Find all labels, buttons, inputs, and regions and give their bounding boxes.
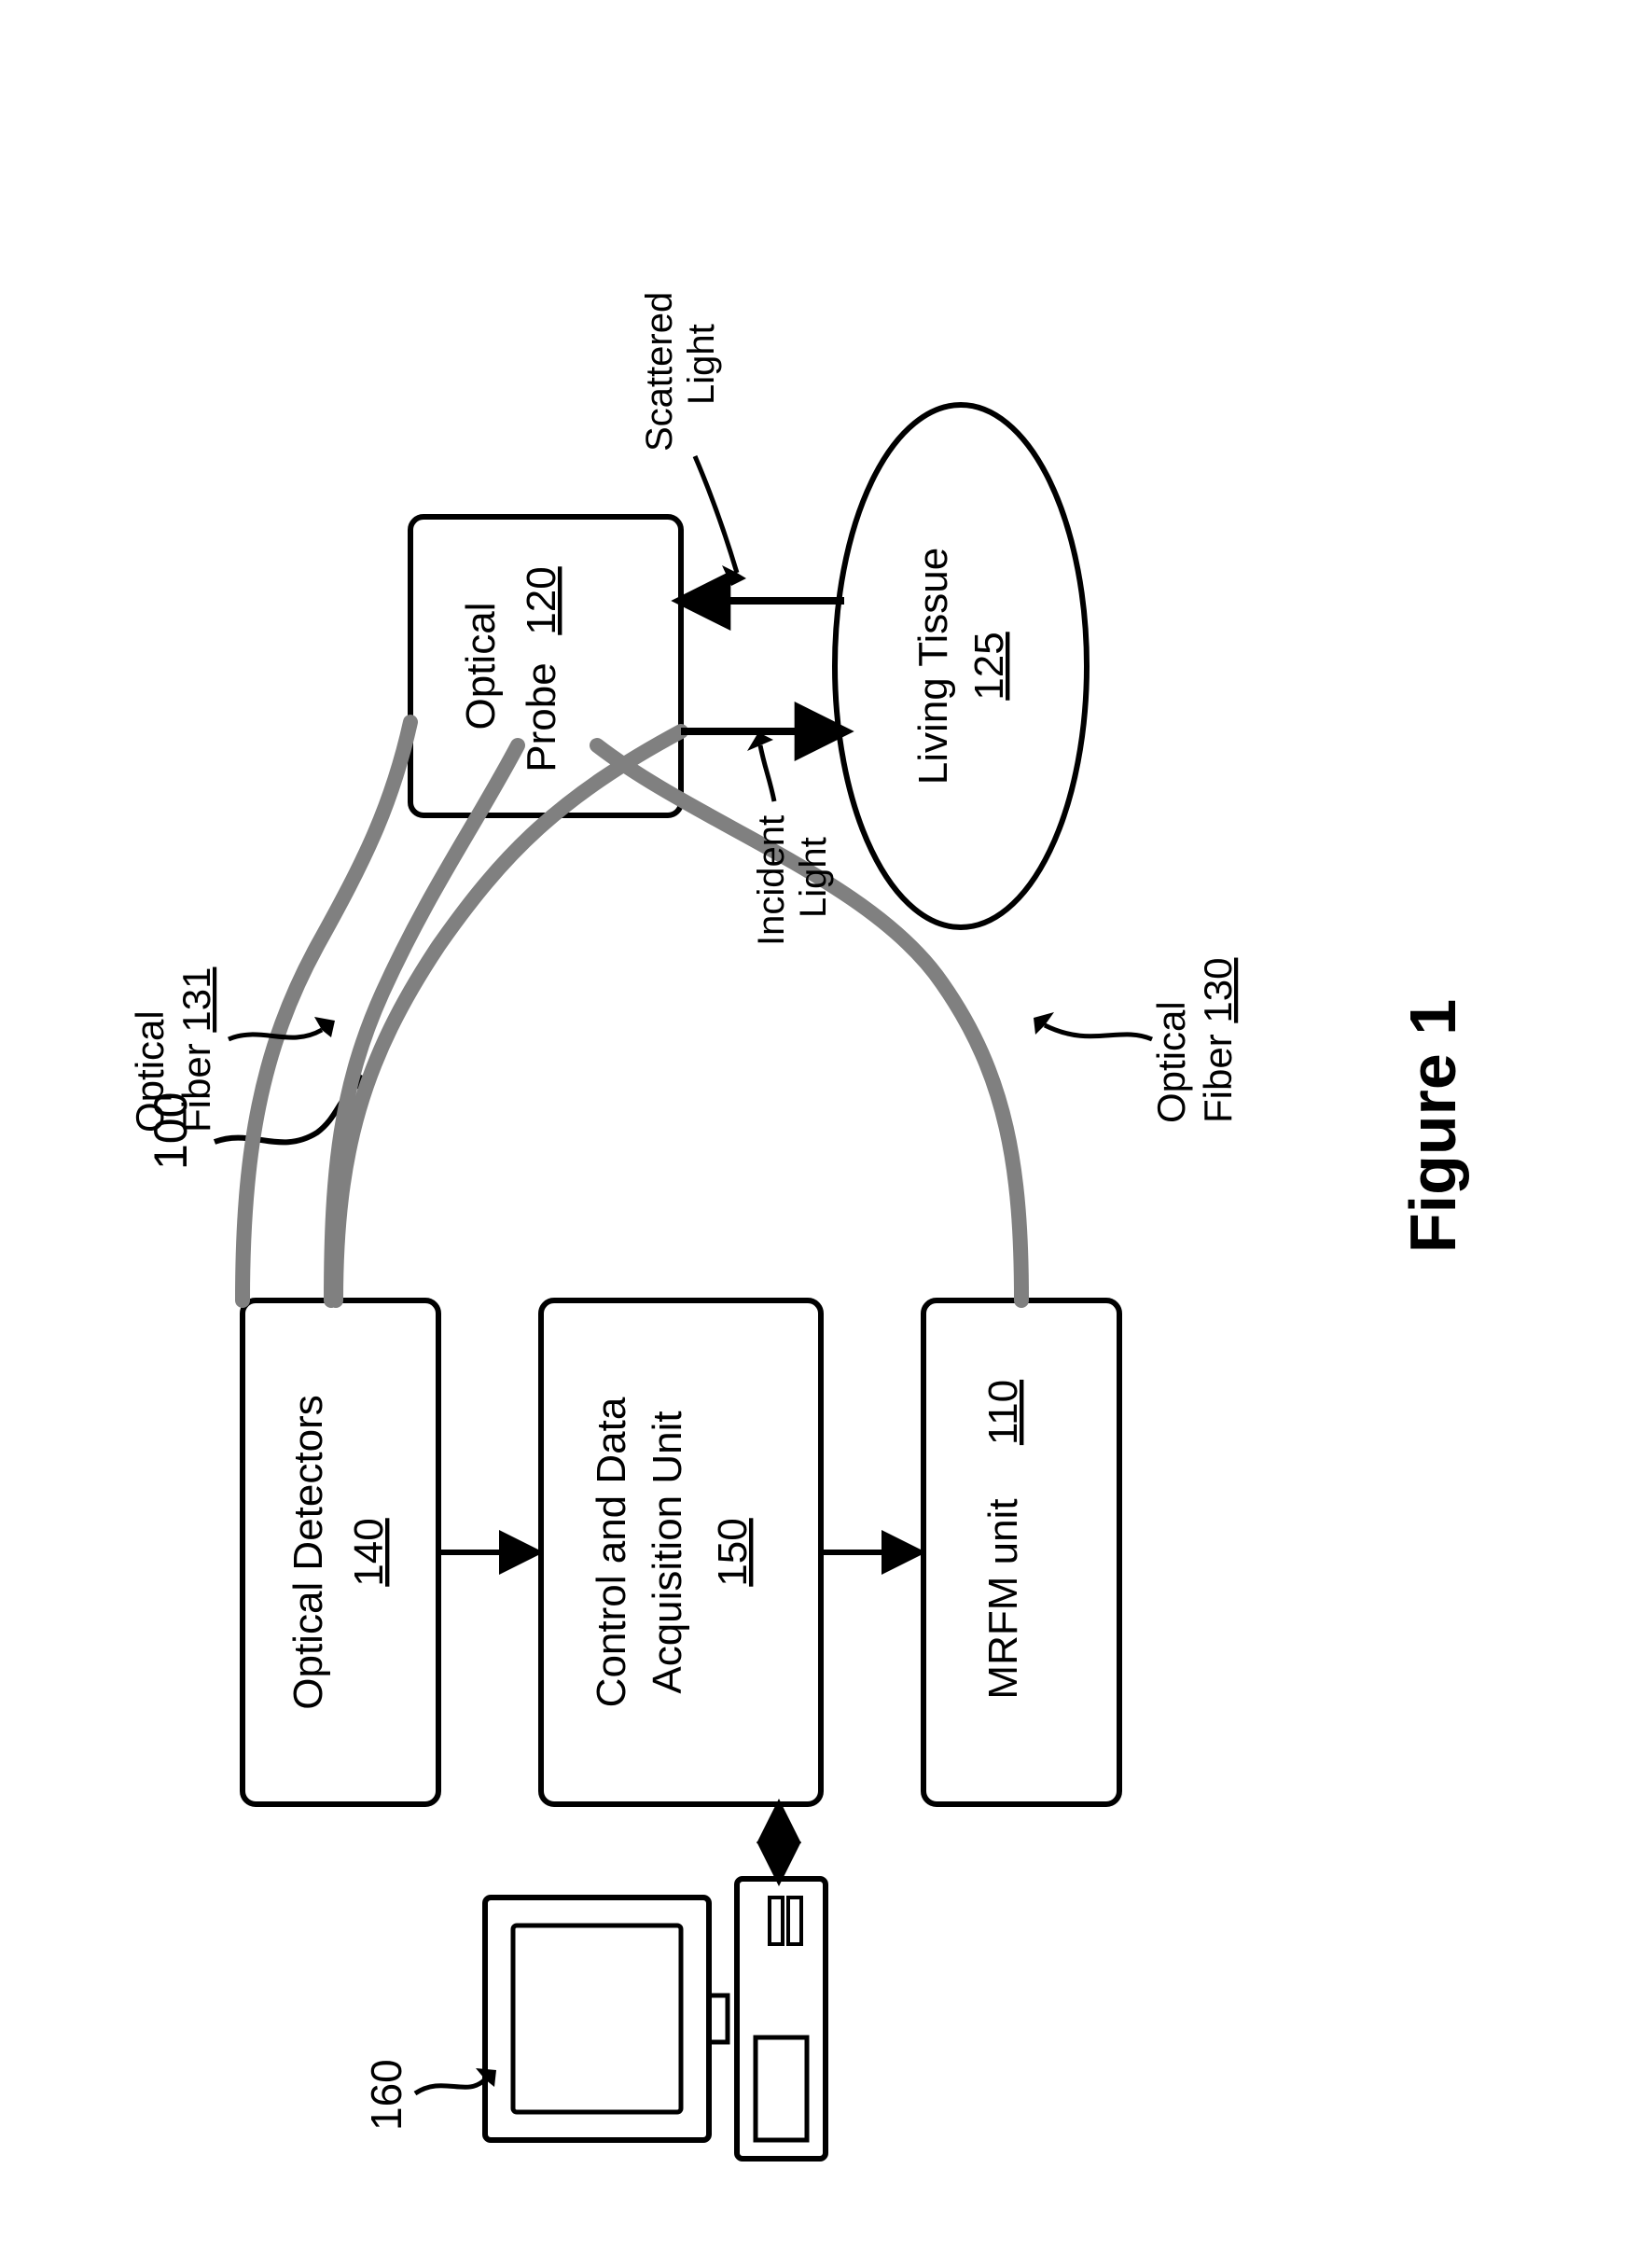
tissue-ref: 125 <box>966 632 1012 700</box>
mrfm-box: MRFM unit 110 <box>923 1300 1119 1804</box>
svg-text:160: 160 <box>362 2059 410 2131</box>
system-diagram: 100 Optical Detectors 140 Control and Da… <box>0 0 1652 2252</box>
svg-text:Optical: Optical <box>128 1010 172 1133</box>
detectors-ref: 140 <box>346 1518 392 1586</box>
svg-text:Optical: Optical <box>1149 1001 1193 1123</box>
fibers <box>331 745 1021 1300</box>
svg-text:Fiber 130: Fiber 130 <box>1196 958 1240 1123</box>
fiber-top-label: Optical Fiber 131 <box>128 967 335 1133</box>
scattered-label: Scattered Light <box>639 292 746 586</box>
living-tissue: Living Tissue 125 <box>835 405 1087 927</box>
probe-label2: Probe <box>519 662 564 772</box>
mrfm-ref: 110 <box>980 1380 1026 1445</box>
control-box: Control and Data Acquisition Unit 150 <box>541 1300 821 1804</box>
svg-text:Incident: Incident <box>751 815 792 946</box>
fiber-bot-label: Optical Fiber 130 <box>1034 958 1240 1123</box>
control-ref: 150 <box>710 1518 756 1586</box>
figure-caption: Figure 1 <box>1396 999 1469 1253</box>
detectors-label: Optical Detectors <box>285 1395 331 1709</box>
probe-label1: Optical <box>458 603 504 730</box>
svg-text:Scattered: Scattered <box>639 292 680 452</box>
svg-text:Fiber 131: Fiber 131 <box>174 967 218 1133</box>
computer-ref: 160 <box>362 2059 496 2131</box>
svg-text:Light: Light <box>681 324 722 405</box>
tissue-label: Living Tissue <box>910 548 956 785</box>
svg-text:Light: Light <box>793 837 834 918</box>
probe-ref: 120 <box>519 566 564 634</box>
optical-detectors-box: Optical Detectors 140 <box>243 1300 438 1804</box>
control-label1: Control and Data <box>589 1397 634 1707</box>
incident-label: Incident Light <box>747 732 834 946</box>
computer-icon <box>485 1879 826 2159</box>
mrfm-label: MRFM unit <box>980 1498 1026 1699</box>
control-label2: Acquisition Unit <box>645 1411 690 1693</box>
